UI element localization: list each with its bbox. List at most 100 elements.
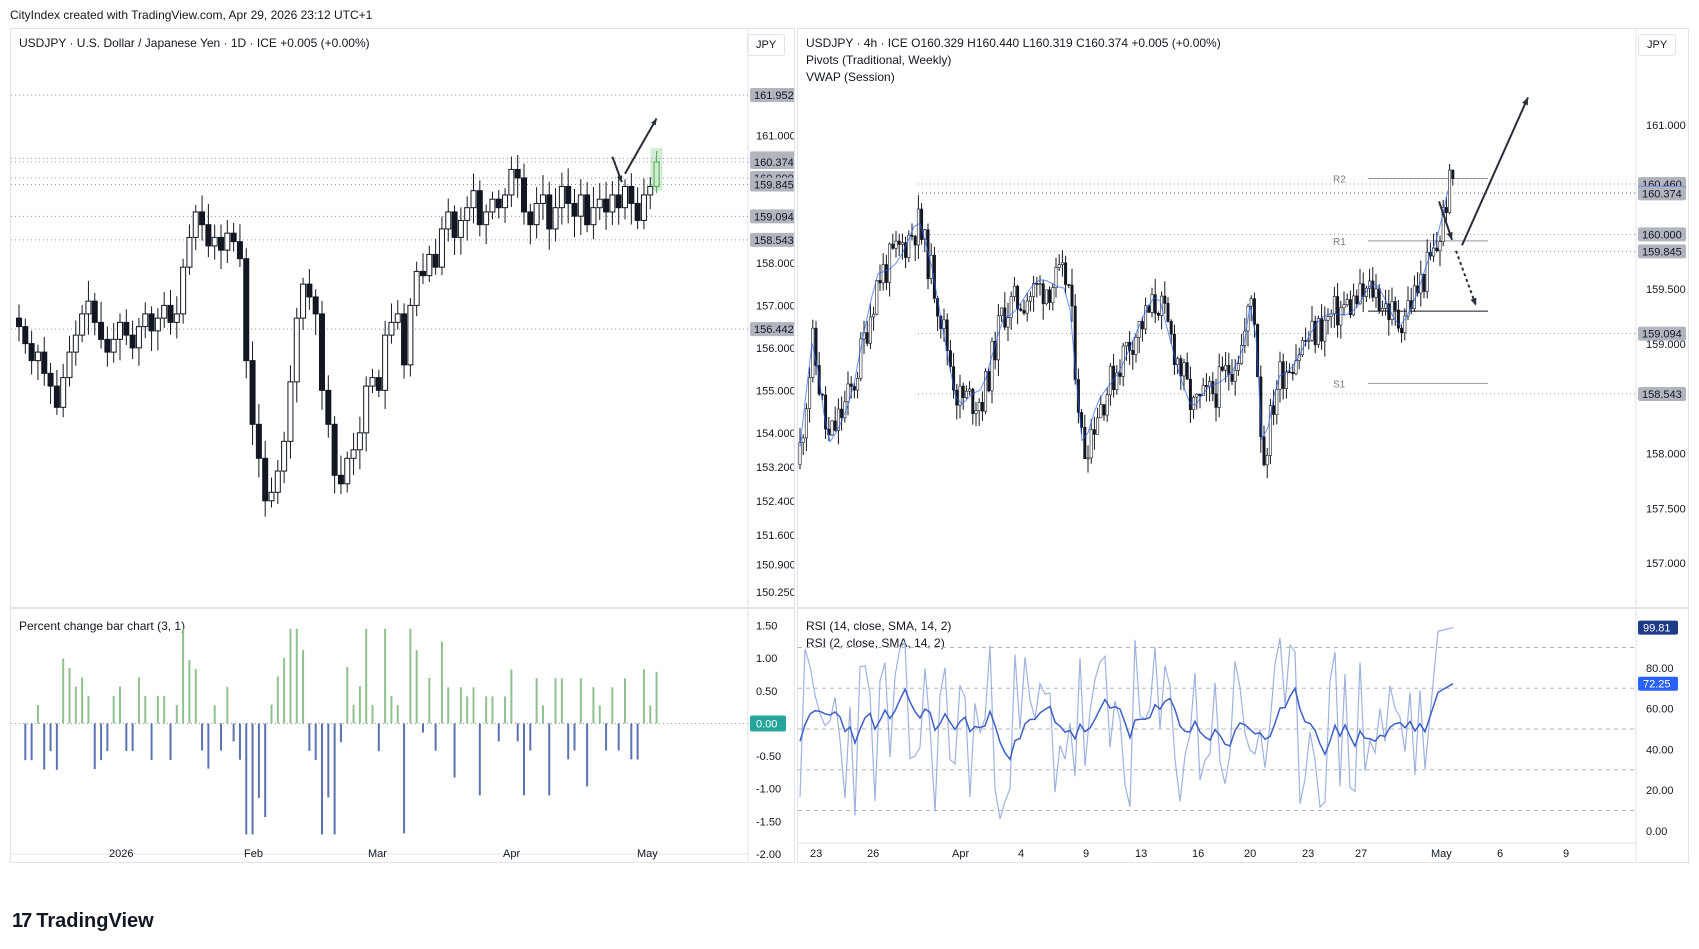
pct-bar bbox=[333, 723, 336, 835]
daily-ytick-4: 155.000 bbox=[756, 385, 795, 397]
h4-candle bbox=[1201, 385, 1205, 397]
h4-candle bbox=[1236, 363, 1240, 371]
h4-candle bbox=[1028, 296, 1032, 302]
h4-candle bbox=[1035, 283, 1039, 285]
h4-candle bbox=[894, 240, 898, 249]
daily-candle bbox=[236, 241, 243, 260]
h4-candle bbox=[814, 327, 818, 366]
h4-candle bbox=[888, 243, 892, 283]
h4-candle bbox=[1252, 298, 1256, 325]
h4-arrow-up bbox=[1461, 96, 1529, 246]
pct-bar bbox=[567, 723, 570, 760]
pct-bar bbox=[257, 723, 260, 798]
h4-candle bbox=[980, 401, 984, 412]
daily-candle bbox=[255, 423, 262, 459]
percent-change-pane[interactable]: Percent change bar chart (3, 1) 1.50 1.00… bbox=[10, 608, 795, 863]
pct-bars: 1.50 1.00 0.50 -0.50 -1.00 -1.50 -2.00 0.00 2026… bbox=[11, 609, 786, 862]
h4-candle bbox=[804, 408, 808, 439]
daily-candle bbox=[142, 313, 149, 328]
h4-ytick-5: 157.000 bbox=[1646, 558, 1686, 570]
rsi-pane[interactable]: RSI (14, close, SMA, 14, 2) RSI (2, clos… bbox=[797, 608, 1689, 863]
h4-xtick-1: 26 bbox=[867, 848, 879, 860]
pct-bar bbox=[68, 667, 71, 724]
daily-candle bbox=[72, 334, 79, 353]
h4-candle bbox=[1169, 321, 1173, 335]
pct-bar bbox=[428, 677, 431, 724]
daily-level-label-7: 156.442 bbox=[754, 324, 794, 336]
rsi-last-label-0: 99.81 bbox=[1643, 623, 1671, 635]
h4-candle bbox=[801, 437, 805, 443]
rsi-ytick-1: 60.00 bbox=[1646, 704, 1674, 716]
h4-candle bbox=[1268, 405, 1272, 456]
h4-pivot-label-1: R1 bbox=[1333, 237, 1346, 248]
h4-arrow-dotted-head bbox=[1470, 297, 1477, 306]
pct-bar bbox=[163, 695, 166, 724]
daily-xtick-3: Apr bbox=[503, 848, 520, 860]
pct-ytick-0: 1.50 bbox=[756, 621, 777, 633]
daily-candle bbox=[230, 232, 237, 243]
daily-candle bbox=[495, 198, 502, 209]
daily-xtick-0: 2026 bbox=[109, 848, 133, 860]
h4-price-pane[interactable]: USDJPY · 4h · ICE O160.329 H160.440 L160… bbox=[797, 28, 1689, 608]
daily-candle bbox=[489, 198, 496, 213]
h4-candle bbox=[1400, 327, 1404, 333]
pct-bar bbox=[377, 723, 380, 752]
daily-candle bbox=[34, 351, 41, 362]
h4-candle bbox=[984, 371, 988, 412]
daily-candle bbox=[445, 211, 452, 230]
daily-level-label-5: 159.094 bbox=[754, 211, 794, 223]
daily-ytick-1: 158.000 bbox=[756, 258, 795, 270]
daily-candle bbox=[388, 321, 395, 336]
daily-price-pane[interactable]: USDJPY · U.S. Dollar / Japanese Yen · 1D… bbox=[10, 28, 795, 608]
daily-candle bbox=[457, 219, 464, 238]
h4-level-tag-6 bbox=[1638, 387, 1686, 402]
tradingview-logo[interactable]: 17 TradingView bbox=[12, 910, 154, 933]
h4-candle bbox=[1320, 318, 1324, 342]
h4-candle bbox=[884, 264, 888, 283]
h4-candle bbox=[1182, 362, 1186, 377]
h4-candle bbox=[846, 383, 850, 403]
rsi-ytick-0: 80.00 bbox=[1646, 663, 1674, 675]
daily-candle bbox=[98, 321, 105, 340]
daily-candle bbox=[300, 283, 307, 319]
daily-candle bbox=[565, 185, 572, 204]
h4-candle bbox=[1086, 457, 1090, 460]
daily-candle bbox=[363, 385, 370, 434]
daily-level-tag-5 bbox=[750, 209, 794, 224]
h4-candle bbox=[1208, 381, 1212, 387]
daily-ytick-0: 161.000 bbox=[756, 130, 795, 142]
pct-bar bbox=[598, 705, 601, 724]
h4-candle bbox=[1083, 427, 1087, 459]
pct-bar bbox=[30, 723, 33, 761]
h4-candle bbox=[1377, 288, 1381, 312]
daily-title: USDJPY · U.S. Dollar / Japanese Yen · 1D… bbox=[19, 36, 370, 50]
h4-xtick-0: 23 bbox=[810, 848, 822, 860]
h4-candle bbox=[1163, 295, 1167, 304]
h4-xtick-5: 13 bbox=[1135, 848, 1147, 860]
h4-currency-button[interactable]: JPY bbox=[1638, 34, 1677, 56]
h4-candle bbox=[990, 340, 994, 392]
daily-candle bbox=[628, 185, 635, 204]
h4-candle bbox=[897, 240, 901, 245]
tradingview-mark-icon: 17 bbox=[12, 910, 32, 932]
h4-candle bbox=[958, 385, 962, 406]
daily-candle bbox=[211, 236, 218, 247]
h4-ytick-1: 159.500 bbox=[1646, 284, 1686, 296]
pct-ytick-4: -0.50 bbox=[756, 751, 781, 763]
h4-candle bbox=[968, 388, 972, 392]
h4-candle bbox=[913, 236, 917, 246]
pct-bar bbox=[207, 723, 210, 769]
daily-candle bbox=[546, 194, 553, 230]
h4-candle bbox=[1233, 370, 1237, 382]
h4-candle bbox=[1070, 284, 1074, 307]
daily-level-tag-0 bbox=[750, 88, 794, 103]
h4-level-tag-4 bbox=[1638, 244, 1686, 259]
daily-candle bbox=[167, 304, 174, 323]
h4-candle bbox=[1054, 267, 1058, 288]
pct-bar bbox=[472, 687, 475, 724]
h4-candle bbox=[1140, 321, 1144, 330]
pct-bar bbox=[535, 678, 538, 724]
h4-candle bbox=[1368, 280, 1372, 289]
pct-bar bbox=[295, 628, 298, 724]
pct-ytick-7: -2.00 bbox=[756, 849, 781, 861]
